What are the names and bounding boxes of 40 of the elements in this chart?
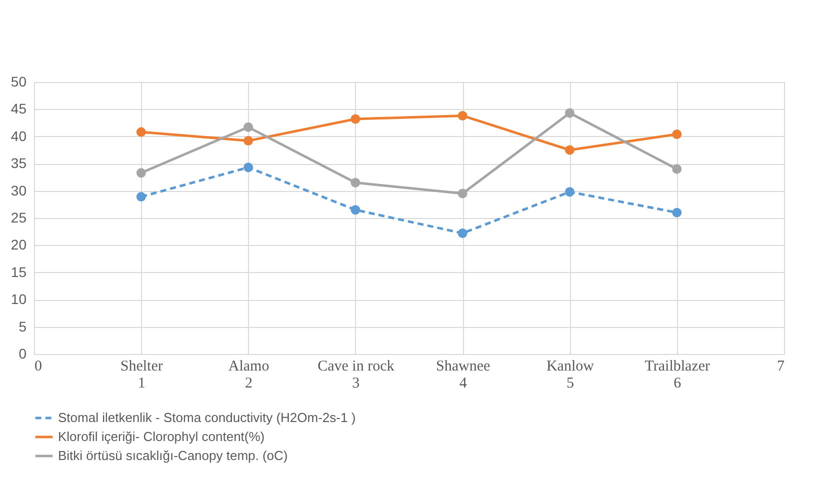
point (564, 187, 574, 197)
legend-label: Bitki örtüsü sıcaklığı-Canopy temp. (oC) (58, 448, 288, 463)
point (350, 178, 360, 188)
x-tick-label: Kanlow 5 (546, 358, 594, 392)
point (350, 205, 360, 215)
x-tick-label: Alamo 2 (228, 358, 270, 392)
y-tick-label: 35 (10, 155, 27, 172)
x-tick-label: 7 (777, 358, 785, 374)
point (458, 228, 468, 238)
point (136, 168, 146, 178)
y-tick-label: 0 (18, 346, 27, 362)
point (672, 129, 682, 139)
point (350, 114, 360, 124)
x-tick-label: Trailblazer 6 (644, 358, 710, 392)
point (136, 192, 146, 202)
y-tick-label: 30 (10, 182, 27, 198)
point (458, 188, 468, 198)
legend-label: Stomal iletkenlik - Stoma conductivity (H2Om-2s-1 ) (58, 410, 356, 425)
y-tick-label: 5 (18, 318, 27, 334)
point (136, 127, 146, 137)
y-tick-label: 15 (10, 264, 27, 280)
point (564, 145, 574, 155)
point (672, 208, 682, 218)
y-tick-label: 45 (10, 100, 27, 117)
point (672, 164, 682, 174)
x-tick-label: Cave in rock 3 (318, 358, 395, 392)
x-tick-label: Shawnee 4 (436, 358, 490, 392)
point (244, 162, 254, 172)
point (458, 110, 468, 120)
x-tick-label: Shelter 1 (120, 358, 163, 392)
y-tick-label: 20 (10, 236, 27, 253)
x-tick-label: 0 (34, 358, 42, 374)
point (244, 122, 254, 132)
point (244, 136, 254, 146)
y-tick-label: 50 (10, 74, 27, 90)
y-tick-label: 40 (10, 128, 27, 144)
y-tick-label: 25 (10, 210, 27, 226)
point (564, 108, 574, 118)
y-tick-label: 10 (10, 291, 27, 308)
legend-label: Klorofil içeriği- Clorophyl content(%) (58, 429, 265, 444)
